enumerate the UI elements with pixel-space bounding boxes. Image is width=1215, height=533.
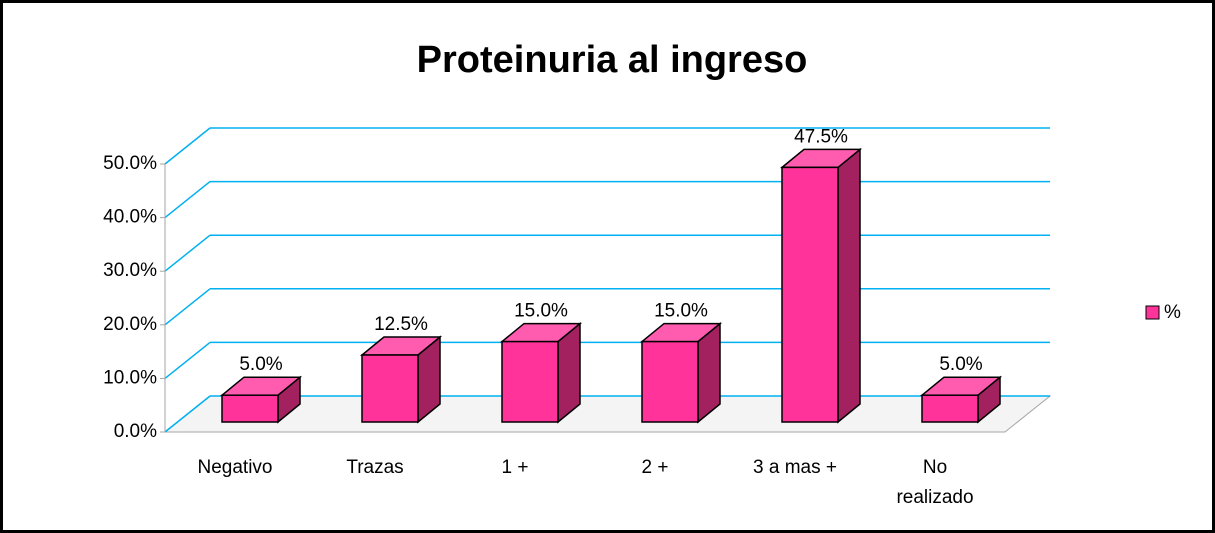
grid-line-side xyxy=(164,395,211,433)
grid-line-side xyxy=(164,234,211,272)
legend-label: % xyxy=(1164,302,1181,323)
grid-line-side xyxy=(164,181,211,219)
data-label: 15.0% xyxy=(654,301,708,322)
legend-swatch xyxy=(1145,305,1160,320)
x-tick-label: No realizado xyxy=(896,457,973,508)
x-tick-label: 2 + xyxy=(642,457,669,478)
data-label: 47.5% xyxy=(794,126,848,147)
bar xyxy=(641,340,699,423)
data-label: 5.0% xyxy=(239,354,282,375)
bar xyxy=(781,166,839,423)
grid-line-side xyxy=(164,127,211,165)
y-tick-label: 0.0% xyxy=(114,421,157,442)
chart-title: Proteinuria al ingreso xyxy=(417,39,808,81)
bar xyxy=(221,394,279,423)
y-tick-label: 10.0% xyxy=(103,367,157,388)
y-tick-label: 30.0% xyxy=(103,260,157,281)
x-tick-label: Trazas xyxy=(346,457,403,478)
x-tick-label: 1 + xyxy=(502,457,529,478)
x-tick-label-line: realizado xyxy=(896,487,973,508)
bar-side xyxy=(837,147,861,424)
data-label: 5.0% xyxy=(939,354,982,375)
y-tick-label: 20.0% xyxy=(103,314,157,335)
x-tick-label-line: No xyxy=(923,457,947,478)
x-tick-label: 3 a mas + xyxy=(753,457,837,478)
bar xyxy=(361,354,419,423)
x-tick-label: Negativo xyxy=(198,457,273,478)
bar xyxy=(921,394,979,423)
y-tick-label: 50.0% xyxy=(103,153,157,174)
y-tick-label: 40.0% xyxy=(103,207,157,228)
grid-line-side xyxy=(164,341,211,379)
grid-line-side xyxy=(164,288,211,326)
data-label: 15.0% xyxy=(514,301,568,322)
data-label: 12.5% xyxy=(374,314,428,335)
bar xyxy=(501,340,559,423)
